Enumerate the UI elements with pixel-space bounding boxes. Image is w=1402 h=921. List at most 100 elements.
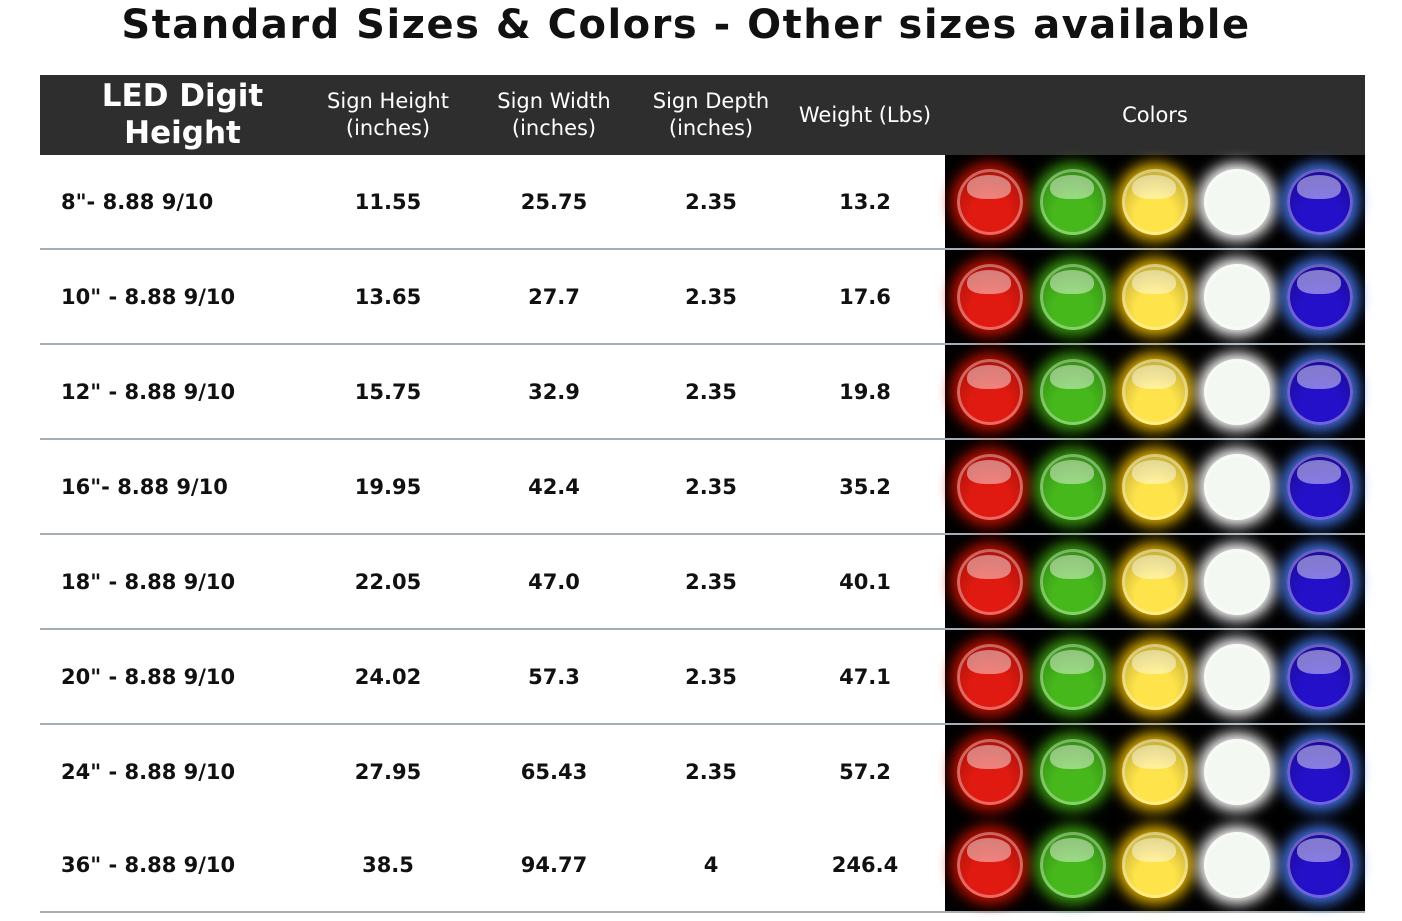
page-title: Standard Sizes & Colors - Other sizes av… <box>121 2 1251 48</box>
table-cell: 38.5 <box>305 818 471 913</box>
led-blue-icon <box>1286 453 1353 520</box>
table-cell: 24.02 <box>305 629 471 725</box>
table-cell: 2.35 <box>637 534 785 630</box>
table-cell: 2.35 <box>637 629 785 725</box>
table-row: 36" - 8.88 9/10 38.5 94.77 4 246.4 <box>40 818 1365 913</box>
led-white-icon <box>1204 168 1271 235</box>
table-cell: 19.95 <box>305 439 471 535</box>
table-cell: 2.35 <box>637 439 785 535</box>
led-red-icon <box>957 168 1024 235</box>
table-cell: 13.65 <box>305 249 471 345</box>
table-cell: 15.75 <box>305 344 471 440</box>
table-cell: 2.35 <box>685 759 737 784</box>
table-cell: 47.1 <box>785 629 945 725</box>
colors-cell <box>945 629 1365 725</box>
led-white-icon <box>1204 548 1271 615</box>
table-cell: 12" - 8.88 9/10 <box>40 344 305 440</box>
colors-cell <box>945 724 1365 818</box>
table-cell: 13.2 <box>785 155 945 250</box>
led-red-icon <box>957 548 1024 615</box>
led-yellow-icon <box>1121 453 1188 520</box>
led-blue-icon <box>1286 643 1353 710</box>
led-red-icon <box>957 358 1024 425</box>
led-green-icon <box>1039 738 1106 805</box>
led-blue-icon <box>1286 738 1353 805</box>
led-white-icon <box>1204 453 1271 520</box>
table-cell: 2.35 <box>637 155 785 250</box>
led-red-icon <box>957 643 1024 710</box>
led-yellow-icon <box>1121 263 1188 330</box>
column-header: Sign Width (inches) <box>471 75 637 155</box>
led-green-icon <box>1039 548 1106 615</box>
colors-cell <box>945 439 1365 535</box>
led-green-icon <box>1039 453 1106 520</box>
led-green-icon <box>1039 358 1106 425</box>
colors-cell <box>945 155 1365 250</box>
table-cell: 24" - 8.88 9/10 <box>61 759 236 784</box>
led-blue-icon <box>1286 548 1353 615</box>
table-cell: 2.35 <box>637 344 785 440</box>
header-row: LED Digit Height Sign Height (inches) Sign… <box>40 75 1365 155</box>
led-green-icon <box>1039 263 1106 330</box>
table-cell: 65.43 <box>520 759 588 784</box>
table-cell: 42.4 <box>471 439 637 535</box>
column-header: Colors <box>945 75 1365 155</box>
led-white-icon <box>1204 831 1271 898</box>
table-cell: 17.6 <box>785 249 945 345</box>
table-cell: 22.05 <box>305 534 471 630</box>
table-cell: 27.95 <box>354 759 422 784</box>
table-cell: 11.55 <box>305 155 471 250</box>
table-row: 10" - 8.88 9/10 13.65 27.7 2.35 17.6 <box>40 249 1365 345</box>
sizes-table: LED Digit Height Sign Height (inches) Sign… <box>40 75 1365 913</box>
led-blue-icon <box>1286 358 1353 425</box>
table-cell: 8"- 8.88 9/10 <box>40 155 305 250</box>
led-blue-icon <box>1286 263 1353 330</box>
led-white-icon <box>1204 263 1271 330</box>
colors-cell <box>945 344 1365 440</box>
table-cell: 246.4 <box>785 818 945 913</box>
table-cell: 10" - 8.88 9/10 <box>40 249 305 345</box>
table-cell: 18" - 8.88 9/10 <box>40 534 305 630</box>
table-cell: 27.7 <box>471 249 637 345</box>
table-row: 18" - 8.88 9/10 22.05 47.0 2.35 40.1 <box>40 534 1365 630</box>
led-green-icon <box>1039 831 1106 898</box>
table-row: 8"- 8.88 9/10 11.55 25.75 2.35 13.2 <box>40 155 1365 250</box>
table-cell: 36" - 8.88 9/10 <box>40 818 305 913</box>
led-white-icon <box>1204 358 1271 425</box>
column-header: Weight (Lbs) <box>785 75 945 155</box>
column-header: LED Digit Height <box>40 75 305 155</box>
led-red-icon <box>957 831 1024 898</box>
table-cell: 2.35 <box>637 249 785 345</box>
table-cell: 32.9 <box>471 344 637 440</box>
led-blue-icon <box>1286 168 1353 235</box>
colors-cell <box>945 534 1365 630</box>
table-row: 24" - 8.88 9/10 27.95 65.43 2.35 57.2 <box>40 724 1365 818</box>
led-red-icon <box>957 263 1024 330</box>
led-yellow-icon <box>1121 358 1188 425</box>
column-header: Sign Height (inches) <box>305 75 471 155</box>
table-cell: 40.1 <box>785 534 945 630</box>
led-red-icon <box>957 738 1024 805</box>
table-cell: 16"- 8.88 9/10 <box>40 439 305 535</box>
colors-cell <box>945 818 1365 913</box>
led-green-icon <box>1039 643 1106 710</box>
table-row: 12" - 8.88 9/10 15.75 32.9 2.35 19.8 <box>40 344 1365 440</box>
table-cell: 4 <box>637 818 785 913</box>
led-yellow-icon <box>1121 643 1188 710</box>
table-cell: 25.75 <box>471 155 637 250</box>
table-cell: 57.2 <box>839 759 891 784</box>
led-white-icon <box>1204 643 1271 710</box>
column-header: Sign Depth (inches) <box>637 75 785 155</box>
led-blue-icon <box>1286 831 1353 898</box>
table-cell: 20" - 8.88 9/10 <box>40 629 305 725</box>
led-white-icon <box>1204 738 1271 805</box>
led-yellow-icon <box>1121 168 1188 235</box>
led-yellow-icon <box>1121 548 1188 615</box>
table-row: 20" - 8.88 9/10 24.02 57.3 2.35 47.1 <box>40 629 1365 725</box>
led-yellow-icon <box>1121 831 1188 898</box>
table-row: 16"- 8.88 9/10 19.95 42.4 2.35 35.2 <box>40 439 1365 535</box>
colors-cell <box>945 249 1365 345</box>
table-cell: 47.0 <box>471 534 637 630</box>
led-yellow-icon <box>1121 738 1188 805</box>
led-red-icon <box>957 453 1024 520</box>
